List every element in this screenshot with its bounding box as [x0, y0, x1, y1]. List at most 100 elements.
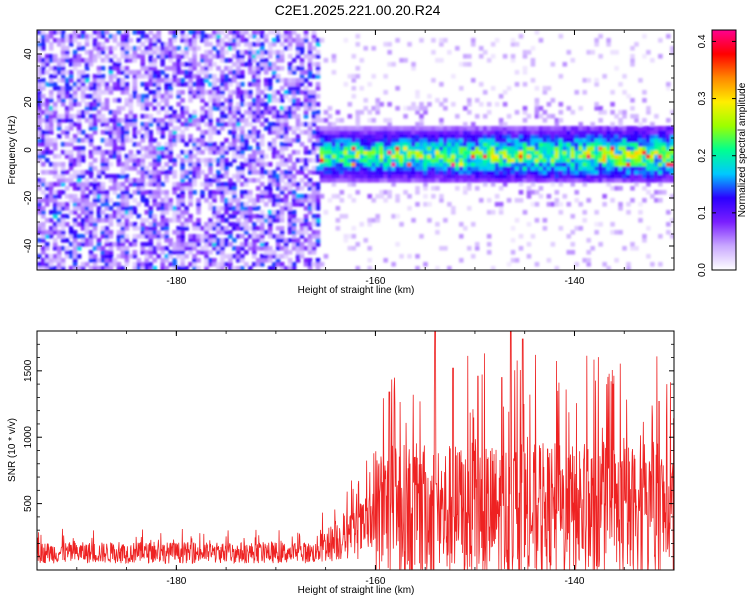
heatmap-cell: [538, 114, 544, 119]
heatmap-cell: [236, 126, 241, 131]
heatmap-cell: [48, 130, 54, 135]
heatmap-cell: [132, 82, 138, 87]
heatmap-cell: [291, 106, 297, 111]
heatmap-cell: [502, 182, 508, 187]
heatmap-cell: [44, 246, 50, 251]
heatmap-cell: [291, 86, 297, 91]
heatmap-cell: [570, 214, 576, 219]
heatmap-cell: [371, 218, 377, 223]
heatmap-cell: [200, 110, 205, 115]
heatmap-cell: [482, 90, 488, 95]
heatmap-cell: [474, 162, 480, 167]
heatmap-cell: [120, 202, 126, 207]
heatmap-cell: [216, 66, 221, 71]
heatmap-cell: [92, 106, 98, 111]
heatmap-cell: [140, 242, 146, 247]
heatmap-cell: [84, 42, 90, 47]
heatmap-cell: [367, 138, 373, 143]
heatmap-cell: [610, 170, 615, 175]
heatmap-cell: [283, 170, 289, 175]
heatmap-cell: [140, 198, 146, 203]
heatmap-cell: [411, 158, 416, 163]
heatmap-cell: [255, 110, 261, 115]
heatmap-cell: [88, 190, 94, 195]
heatmap-cell: [283, 138, 289, 143]
heatmap-cell: [48, 106, 54, 111]
heatmap-cell: [367, 158, 373, 163]
heatmap-cell: [455, 130, 460, 135]
heatmap-cell: [459, 158, 464, 163]
heatmap-cell: [68, 142, 74, 147]
heatmap-cell: [666, 86, 671, 91]
heatmap-cell: [267, 230, 273, 235]
heatmap-cell: [220, 182, 225, 187]
heatmap-cell: [494, 126, 500, 131]
heatmap-cell: [204, 34, 209, 39]
heatmap-cell: [642, 170, 647, 175]
heatmap-cell: [618, 166, 623, 171]
heatmap-cell: [120, 170, 126, 175]
heatmap-cell: [431, 138, 436, 143]
heatmap-cell: [347, 74, 353, 79]
heatmap-cell: [224, 202, 229, 207]
heatmap-cell: [40, 262, 46, 267]
heatmap-cell: [315, 258, 321, 263]
heatmap-cell: [152, 158, 158, 163]
heatmap-cell: [470, 162, 476, 167]
heatmap-cell: [534, 98, 540, 103]
heatmap-cell: [192, 178, 197, 183]
heatmap-cell: [228, 206, 233, 211]
heatmap-cell: [470, 38, 476, 43]
colorbar-ticks: 0.00.10.20.30.4: [697, 34, 736, 277]
heatmap-cell: [104, 174, 110, 179]
heatmap-cell: [40, 250, 46, 255]
heatmap-cell: [156, 246, 162, 251]
heatmap-cell: [275, 162, 281, 167]
heatmap-cell: [172, 54, 177, 59]
heatmap-cell: [37, 254, 42, 259]
heatmap-cell: [371, 150, 377, 155]
heatmap-cell: [534, 190, 540, 195]
heatmap-cell: [100, 58, 106, 63]
heatmap-cell: [228, 70, 233, 75]
heatmap-cell: [470, 170, 476, 175]
heatmap-cell: [92, 58, 98, 63]
heatmap-cell: [287, 258, 293, 263]
heatmap-cell: [164, 190, 169, 195]
heatmap-cell: [283, 246, 289, 251]
heatmap-cell: [216, 106, 221, 111]
heatmap-cell: [156, 150, 162, 155]
heatmap-cell: [124, 238, 130, 243]
heatmap-cell: [164, 226, 169, 231]
heatmap-cell: [315, 186, 321, 191]
heatmap-cell: [40, 62, 46, 67]
heatmap-cell: [283, 30, 289, 35]
heatmap-cell: [84, 62, 90, 67]
heatmap-cell: [176, 246, 181, 251]
heatmap-cell: [216, 150, 221, 155]
heatmap-cell: [176, 126, 181, 131]
heatmap-cell: [383, 170, 388, 175]
heatmap-cell: [88, 54, 94, 59]
heatmap-cell: [502, 122, 508, 127]
heatmap-cell: [315, 202, 321, 207]
heatmap-cell: [634, 182, 639, 187]
heatmap-cell: [630, 98, 635, 103]
heatmap-cell: [60, 74, 66, 79]
heatmap-cell: [76, 138, 82, 143]
heatmap-cell: [236, 138, 241, 143]
heatmap-cell: [307, 266, 313, 270]
heatmap-cell: [518, 166, 524, 171]
heatmap-cell: [506, 150, 512, 155]
heatmap-cell: [387, 146, 392, 151]
heatmap-cell: [455, 126, 460, 131]
heatmap-cell: [459, 166, 464, 171]
heatmap-cell: [259, 194, 265, 199]
heatmap-cell: [291, 78, 297, 83]
heatmap-cell: [152, 38, 158, 43]
heatmap-cell: [244, 62, 249, 67]
heatmap-cell: [140, 50, 146, 55]
heatmap-cell: [638, 142, 643, 147]
heatmap-cell: [642, 130, 647, 135]
